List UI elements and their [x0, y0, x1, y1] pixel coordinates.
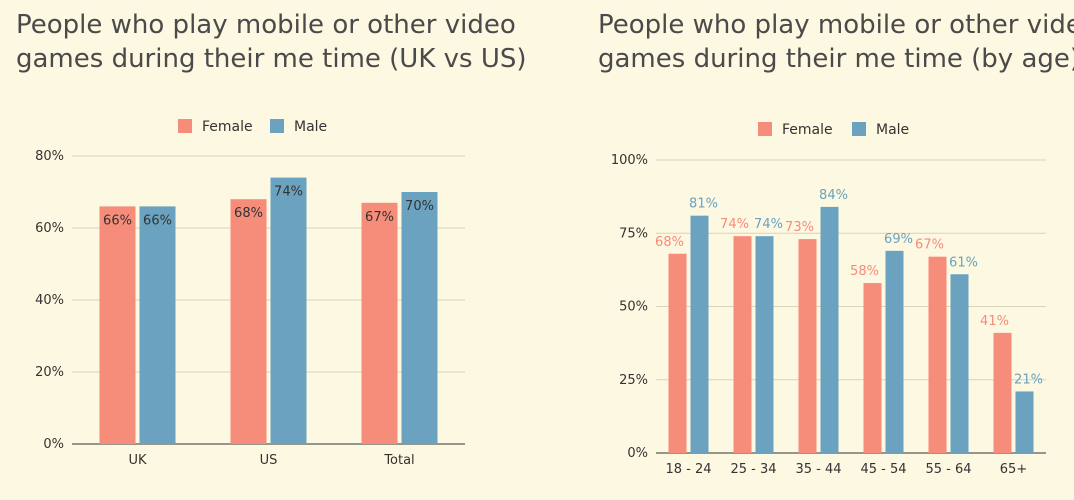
data-label-female: 41%: [980, 314, 1009, 329]
legend-label-female: Female: [782, 122, 833, 138]
y-tick-label: 0%: [43, 437, 64, 452]
data-label-male: 66%: [143, 213, 172, 228]
bar-male: [755, 236, 774, 453]
data-label-female: 68%: [234, 206, 263, 221]
legend-label-male: Male: [294, 119, 327, 135]
data-label-female: 66%: [103, 213, 132, 228]
x-tick-label: 18 - 24: [665, 462, 711, 477]
chart-title-line-1: People who play mobile or other video: [16, 10, 516, 40]
bar-female: [993, 332, 1012, 453]
data-label-female: 58%: [850, 264, 879, 279]
legend-swatch-female: [758, 122, 772, 136]
chart-panel-by-age: People who play mobile or other video ga…: [590, 0, 1074, 500]
chart-title: People who play mobile or other video ga…: [598, 8, 1074, 76]
y-tick-label: 100%: [611, 153, 648, 168]
bar-female: [230, 199, 267, 444]
bar-male: [820, 206, 839, 453]
bar-female: [99, 206, 136, 444]
y-tick-label: 50%: [619, 300, 648, 315]
y-tick-label: 25%: [619, 373, 648, 388]
bar-male: [270, 177, 307, 444]
y-tick-label: 60%: [35, 221, 64, 236]
chart-title-line-1: People who play mobile or other video: [598, 10, 1074, 40]
x-tick-label: Total: [383, 453, 414, 468]
data-label-female: 67%: [365, 210, 394, 225]
legend-swatch-male: [852, 122, 866, 136]
chart-title-line-2: games during their me time (UK vs US): [16, 44, 527, 74]
legend-label-female: Female: [202, 119, 253, 135]
legend-swatch-male: [270, 119, 284, 133]
bar-male: [885, 250, 904, 453]
bar-female: [863, 283, 882, 453]
bar-female: [668, 253, 687, 453]
x-tick-label: US: [260, 453, 278, 468]
x-tick-label: 65+: [1000, 462, 1027, 477]
data-label-male: 84%: [819, 188, 848, 203]
data-label-male: 70%: [405, 199, 434, 214]
x-tick-label: 45 - 54: [860, 462, 906, 477]
chart-title: People who play mobile or other video ga…: [16, 8, 527, 76]
bar-male: [1015, 391, 1034, 453]
bar-female: [361, 202, 398, 444]
data-label-female: 73%: [785, 220, 814, 235]
data-label-female: 67%: [915, 238, 944, 253]
y-tick-label: 80%: [35, 149, 64, 164]
y-tick-label: 75%: [619, 226, 648, 241]
y-tick-label: 20%: [35, 365, 64, 380]
y-tick-label: 0%: [627, 446, 648, 461]
data-label-male: 74%: [274, 185, 303, 200]
data-label-female: 74%: [720, 217, 749, 232]
chart-panel-uk-us: People who play mobile or other video ga…: [0, 0, 530, 500]
chart-title-line-2: games during their me time (by age): [598, 44, 1074, 74]
data-label-male: 21%: [1014, 372, 1043, 387]
data-label-male: 61%: [949, 255, 978, 270]
data-label-male: 69%: [884, 232, 913, 247]
x-tick-label: UK: [128, 453, 147, 468]
legend-swatch-female: [178, 119, 192, 133]
bar-female: [928, 256, 947, 453]
bar-male: [690, 215, 709, 453]
x-tick-label: 35 - 44: [795, 462, 841, 477]
bar-male: [950, 274, 969, 453]
data-label-male: 81%: [689, 197, 718, 212]
bar-male: [401, 192, 438, 444]
bar-female: [733, 236, 752, 453]
y-tick-label: 40%: [35, 293, 64, 308]
data-label-female: 68%: [655, 235, 684, 250]
data-label-male: 74%: [754, 217, 783, 232]
x-tick-label: 55 - 64: [925, 462, 971, 477]
legend-label-male: Male: [876, 122, 909, 138]
bar-female: [798, 239, 817, 453]
bar-male: [139, 206, 176, 444]
x-tick-label: 25 - 34: [730, 462, 776, 477]
bar-chart-uk-us: Female Male 0% 20% 40% 60% 80% 66% 66% UK 68% 74% US…: [35, 119, 465, 468]
bar-chart-by-age: Female Male 0% 25% 50% 75% 100% 68% 81% 18 - 24 74…: [611, 122, 1046, 477]
